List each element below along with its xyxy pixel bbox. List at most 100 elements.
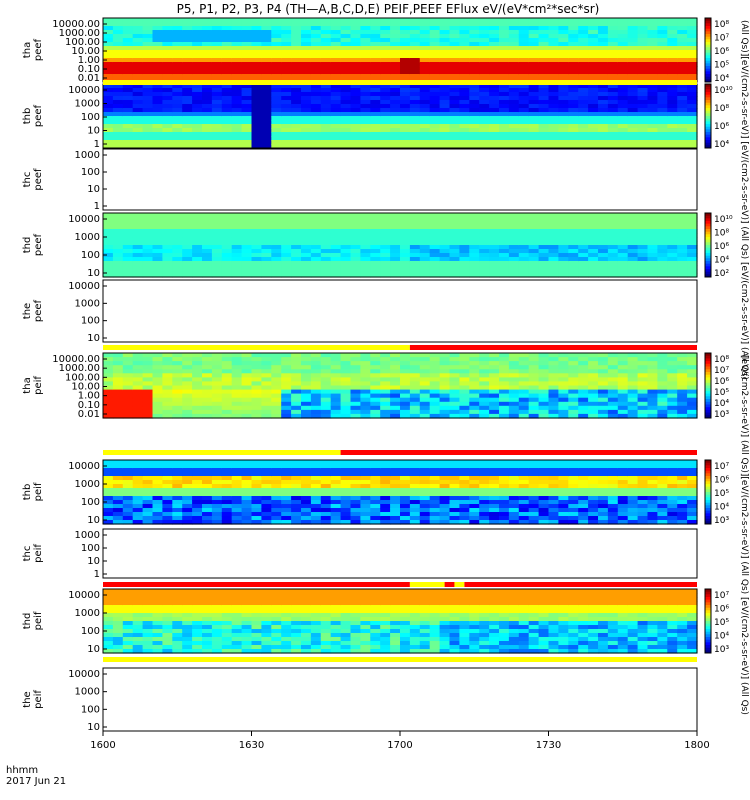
heatmap-cell xyxy=(568,516,579,521)
heatmap-cell xyxy=(211,50,223,55)
heatmap-cell xyxy=(578,112,589,117)
heatmap-cell xyxy=(380,22,391,27)
heatmap-cell xyxy=(162,74,173,79)
heatmap-cell xyxy=(667,104,678,109)
heatmap-cell xyxy=(251,58,262,63)
heatmap-cell xyxy=(578,74,589,79)
heatmap-cell xyxy=(419,409,431,415)
heatmap-cell xyxy=(142,120,154,125)
panel-frame xyxy=(102,212,698,278)
heatmap-cell xyxy=(588,381,599,387)
heatmap-cell xyxy=(241,253,253,258)
heatmap-cell xyxy=(112,413,124,419)
heatmap-cell xyxy=(301,54,312,59)
heatmap-cell xyxy=(647,245,658,250)
heatmap-cell xyxy=(528,136,540,141)
heatmap-cell xyxy=(479,26,490,31)
heatmap-cell xyxy=(281,213,292,218)
heatmap-cell xyxy=(122,504,134,509)
heatmap-cell xyxy=(330,18,342,23)
heatmap-cell xyxy=(132,124,144,129)
heatmap-cell xyxy=(419,108,431,113)
heatmap-cell xyxy=(152,488,163,493)
heatmap-cell xyxy=(380,26,391,31)
heatmap-cell xyxy=(667,353,678,358)
heatmap-cell xyxy=(320,492,332,497)
heatmap-cell xyxy=(419,241,431,246)
heatmap-cell xyxy=(578,30,589,35)
heatmap-cell xyxy=(103,124,114,129)
heatmap-cell xyxy=(310,488,322,493)
heatmap-cell xyxy=(548,361,559,366)
heatmap-cell xyxy=(360,397,371,403)
heatmap-cell xyxy=(301,476,312,481)
heatmap-cell xyxy=(558,512,569,517)
heatmap-cell xyxy=(162,369,173,374)
heatmap-cell xyxy=(607,100,619,105)
heatmap-cell xyxy=(627,273,639,278)
heatmap-cell xyxy=(469,217,480,222)
heatmap-cell xyxy=(281,120,292,125)
heatmap-cell xyxy=(677,225,688,230)
colorbar-tick-label: 10⁵ xyxy=(714,388,729,398)
heatmap-cell xyxy=(340,480,352,485)
heatmap-cell xyxy=(548,405,559,411)
heatmap-cell xyxy=(429,361,441,366)
heatmap-cell xyxy=(271,66,282,71)
heatmap-cell xyxy=(340,84,352,89)
heatmap-cell xyxy=(499,261,510,266)
heatmap-cell xyxy=(340,357,352,362)
heatmap-cell xyxy=(122,373,134,378)
heatmap-cell xyxy=(122,476,134,481)
heatmap-cell xyxy=(192,361,203,366)
heatmap-cell xyxy=(489,397,500,403)
heatmap-cell xyxy=(667,460,678,465)
heatmap-cell xyxy=(271,92,282,97)
heatmap-cell xyxy=(687,213,698,218)
heatmap-cell xyxy=(103,237,114,242)
heatmap-cell xyxy=(221,38,233,43)
heatmap-cell xyxy=(132,92,144,97)
heatmap-cell xyxy=(152,233,163,238)
heatmap-cell xyxy=(132,393,144,399)
heatmap-cell xyxy=(271,233,282,238)
heatmap-cell xyxy=(598,54,609,59)
heatmap-cell xyxy=(241,269,253,274)
heatmap-cell xyxy=(617,365,629,370)
heatmap-cell xyxy=(449,401,460,407)
heatmap-cell xyxy=(182,468,193,473)
heatmap-cell xyxy=(637,136,649,141)
heatmap-cell xyxy=(439,273,451,278)
heatmap-cell xyxy=(330,116,342,121)
heatmap-cell xyxy=(142,269,154,274)
heatmap-cell xyxy=(112,353,124,358)
heatmap-cell xyxy=(271,245,282,250)
heatmap-cell xyxy=(647,229,658,234)
heatmap-cell xyxy=(192,128,203,133)
heatmap-cell xyxy=(598,516,609,521)
heatmap-cell xyxy=(449,217,460,222)
colorbar-frame xyxy=(704,352,712,419)
heatmap-cell xyxy=(132,132,144,137)
heatmap-cell xyxy=(558,369,569,374)
heatmap-cell xyxy=(508,504,520,509)
heatmap-cell xyxy=(419,261,431,266)
heatmap-cell xyxy=(637,108,649,113)
heatmap-cell xyxy=(370,265,381,270)
heatmap-cell xyxy=(439,460,451,465)
heatmap-cell xyxy=(370,237,381,242)
heatmap-cell xyxy=(528,96,540,101)
heatmap-cell xyxy=(637,464,649,469)
heatmap-cell xyxy=(330,70,342,75)
heatmap-cell xyxy=(122,369,134,374)
heatmap-cell xyxy=(271,241,282,246)
heatmap-cell xyxy=(400,361,411,366)
heatmap-cell xyxy=(489,496,500,501)
heatmap-cell xyxy=(370,112,381,117)
heatmap-cell xyxy=(558,241,569,246)
heatmap-cell xyxy=(202,88,213,93)
heatmap-cell xyxy=(677,468,688,473)
heatmap-cell xyxy=(499,397,510,403)
heatmap-cell xyxy=(400,66,411,71)
heatmap-cell xyxy=(588,492,599,497)
